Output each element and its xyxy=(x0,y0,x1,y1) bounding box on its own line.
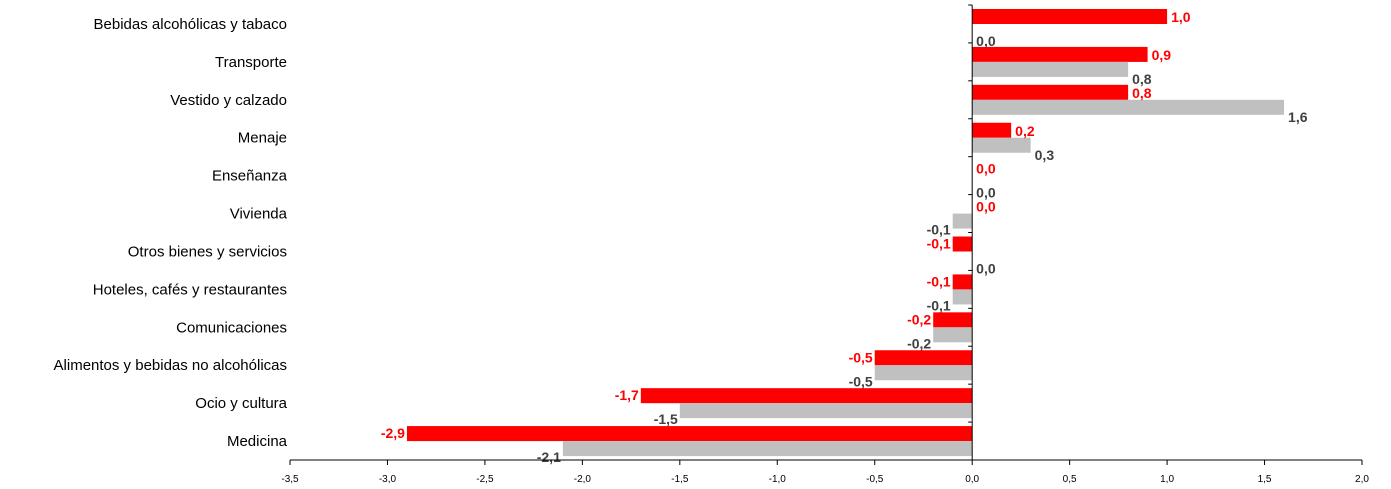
data-label-series-1: -0,5 xyxy=(849,349,873,365)
x-tick-labels: -3,5 -3,0 -2,5 -2,0 -1,5 -1,0 -0,5 0,0 0,5 1,0 1,5… xyxy=(281,474,1369,485)
bar-series-1 xyxy=(972,122,1012,138)
bar-series-2 xyxy=(972,137,1031,153)
data-label-series-2: 0,0 xyxy=(976,261,996,277)
category-label: Ocio y cultura xyxy=(195,395,287,412)
category-labels: Bebidas alcohólicas y tabaco Transporte Ve… xyxy=(54,16,288,450)
category-label: Hoteles, cafés y restaurantes xyxy=(93,281,287,298)
bar-series-1 xyxy=(640,388,973,404)
data-label-series-2: -0,1 xyxy=(927,222,951,238)
x-tick-label: -3,5 xyxy=(281,474,299,485)
category-label: Alimentos y bebidas no alcohólicas xyxy=(54,357,287,374)
category-label: Enseñanza xyxy=(212,168,288,185)
category-label: Transporte xyxy=(215,54,287,71)
bar-series-1 xyxy=(406,426,973,442)
x-tick-label: -0,5 xyxy=(866,474,884,485)
x-tick-label: -1,5 xyxy=(671,474,689,485)
category-label: Menaje xyxy=(238,130,287,147)
x-tick-label: 1,5 xyxy=(1258,474,1272,485)
bars xyxy=(406,9,1285,457)
x-tick-label: 0,0 xyxy=(965,474,979,485)
data-label-series-2: 0,0 xyxy=(976,33,996,49)
bar-series-1 xyxy=(972,46,1148,62)
bar-series-1 xyxy=(874,350,973,366)
data-label-series-1: 0,2 xyxy=(1015,123,1035,139)
data-label-series-2: -0,2 xyxy=(907,335,931,351)
data-label-series-1: 1,0 xyxy=(1171,9,1191,25)
x-tick-label: -3,0 xyxy=(379,474,397,485)
bar-series-1 xyxy=(972,9,1168,24)
x-tick-label: 0,5 xyxy=(1063,474,1077,485)
data-label-series-1: -0,2 xyxy=(907,311,931,327)
bar-series-2 xyxy=(874,365,973,381)
category-label: Medicina xyxy=(227,433,288,450)
data-label-series-1: 0,0 xyxy=(976,199,996,215)
bar-series-1 xyxy=(952,236,973,252)
data-label-series-2: -0,1 xyxy=(927,297,951,313)
data-label-series-2: -1,5 xyxy=(654,411,678,427)
bar-series-2 xyxy=(972,99,1285,115)
bar-series-2 xyxy=(952,213,973,229)
data-label-series-1: -1,7 xyxy=(615,387,639,403)
category-label: Comunicaciones xyxy=(176,319,287,336)
data-label-series-1: -0,1 xyxy=(927,236,951,252)
data-label-series-1: 0,8 xyxy=(1132,85,1152,101)
bar-series-1 xyxy=(972,84,1129,100)
data-label-series-1: 0,0 xyxy=(976,161,996,177)
category-label: Vivienda xyxy=(230,206,288,223)
bar-series-1 xyxy=(952,274,973,290)
bar-series-2 xyxy=(933,327,973,343)
category-label: Vestido y calzado xyxy=(170,92,287,109)
category-label: Otros bienes y servicios xyxy=(128,243,287,260)
x-tick-label: -1,0 xyxy=(769,474,787,485)
data-label-series-2: 1,6 xyxy=(1288,109,1308,125)
value-labels: 1,00,00,90,80,81,60,20,30,00,00,0-0,1-0,… xyxy=(381,9,1308,465)
bar-series-2 xyxy=(952,289,973,305)
x-tick-label: 2,0 xyxy=(1355,474,1369,485)
data-label-series-2: -0,5 xyxy=(849,373,873,389)
data-label-series-2: 0,3 xyxy=(1035,147,1055,163)
x-tick-label: -2,5 xyxy=(476,474,494,485)
bar-series-2 xyxy=(679,403,973,419)
axes xyxy=(289,4,1363,465)
bar-series-2 xyxy=(972,61,1129,77)
data-label-series-1: -2,9 xyxy=(381,425,405,441)
data-label-series-2: 0,8 xyxy=(1132,71,1152,87)
bar-series-1 xyxy=(933,312,973,328)
x-tick-label: -2,0 xyxy=(574,474,592,485)
data-label-series-1: 0,9 xyxy=(1152,47,1172,63)
data-label-series-2: 0,0 xyxy=(976,185,996,201)
data-label-series-1: -0,1 xyxy=(927,273,951,289)
data-label-series-2: -2,1 xyxy=(537,449,561,465)
bar-series-2 xyxy=(562,441,973,457)
category-label: Bebidas alcohólicas y tabaco xyxy=(94,16,287,33)
x-tick-label: 1,0 xyxy=(1160,474,1174,485)
